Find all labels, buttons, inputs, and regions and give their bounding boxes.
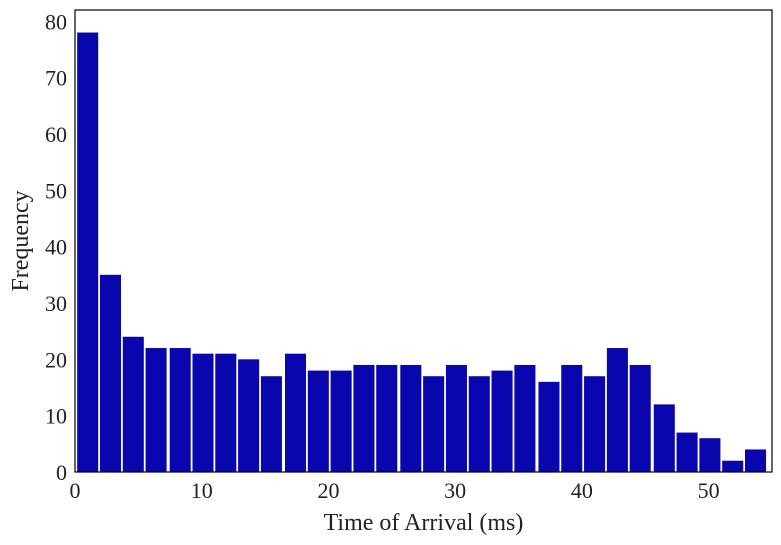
bar — [77, 32, 99, 472]
y-ticks-group: 0 10 20 30 40 50 60 70 80 — [45, 9, 67, 485]
bar — [145, 348, 167, 472]
bar — [745, 449, 767, 472]
y-axis-label: Frequency — [8, 190, 34, 291]
y-tick-label: 0 — [56, 460, 67, 485]
bar — [653, 404, 675, 472]
y-tick-label: 40 — [45, 235, 67, 260]
plot-frame — [74, 9, 773, 473]
bar — [192, 353, 214, 472]
x-tick-label: 40 — [571, 478, 593, 503]
bar — [284, 353, 307, 472]
bar — [491, 370, 513, 472]
bar — [584, 376, 606, 472]
y-tick-label: 80 — [45, 9, 67, 34]
bar — [400, 364, 422, 472]
bars-group — [77, 32, 767, 472]
x-tick-label: 30 — [444, 478, 466, 503]
x-tick-label: 50 — [698, 478, 720, 503]
bar — [215, 353, 237, 472]
y-tick-label: 30 — [45, 291, 67, 316]
bar — [169, 348, 191, 472]
y-tick-label: 10 — [45, 404, 67, 429]
x-tick-label: 10 — [191, 478, 213, 503]
y-tick-label: 70 — [45, 66, 67, 91]
bar — [122, 336, 144, 472]
bar — [699, 438, 721, 472]
y-tick-label: 50 — [45, 178, 67, 203]
y-tick-label: 60 — [45, 122, 67, 147]
bar — [307, 370, 329, 472]
bar — [606, 348, 628, 472]
bar — [538, 381, 560, 472]
x-tick-label: 20 — [317, 478, 339, 503]
x-axis-label: Time of Arrival (ms) — [324, 510, 524, 536]
bar — [722, 460, 744, 472]
bar — [423, 376, 445, 472]
bar — [676, 432, 698, 472]
bar — [238, 359, 260, 472]
bar — [99, 274, 122, 472]
x-tick-label: 0 — [70, 478, 81, 503]
y-tick-label: 20 — [45, 347, 67, 372]
bar — [445, 364, 467, 472]
bar — [330, 370, 352, 472]
bar — [514, 364, 536, 472]
bar — [629, 364, 651, 472]
x-ticks-group: 0 10 20 30 40 50 — [70, 478, 720, 503]
bar — [561, 364, 583, 472]
bar — [376, 364, 398, 472]
bar — [353, 364, 375, 472]
bar — [260, 376, 282, 472]
bar — [468, 376, 490, 472]
